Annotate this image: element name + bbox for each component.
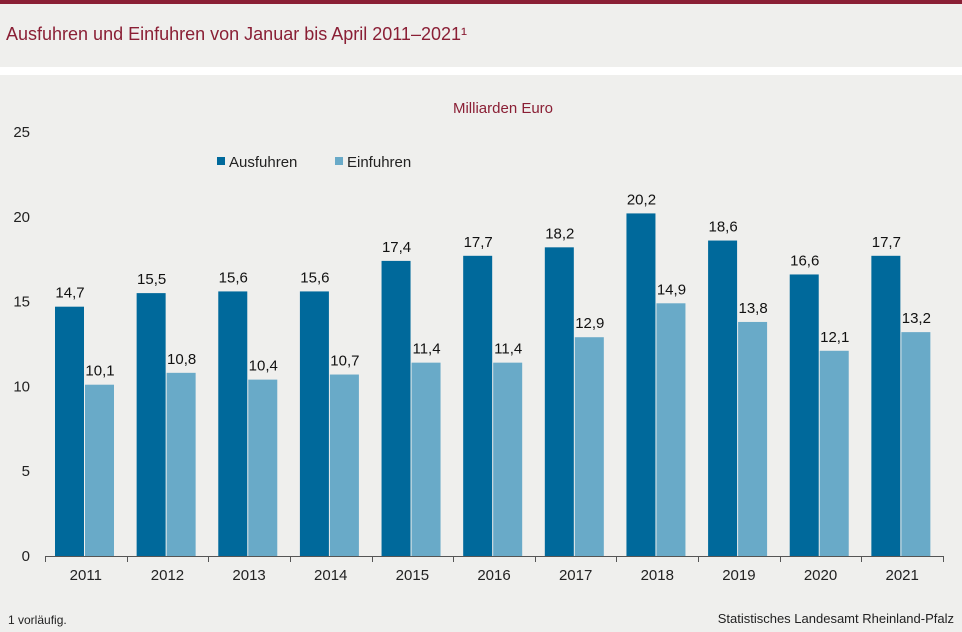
x-tick-label: 2016: [477, 567, 510, 584]
x-axis: 2011 2012 2013 2014 2015 2016 2017 2018 2019 2020…: [45, 556, 944, 584]
x-tick-label: 2013: [232, 567, 265, 584]
y-tick-label: 20: [13, 209, 30, 226]
y-tick-label: 0: [22, 548, 30, 565]
y-tick-label: 10: [13, 378, 30, 395]
bar-einfuhren-2012: [166, 372, 196, 556]
bar-einfuhren-2021: [901, 332, 931, 556]
bar-ausfuhren-2013: [218, 291, 248, 556]
data-label: 13,8: [738, 300, 767, 317]
x-tick-label: 2011: [70, 567, 102, 584]
data-label: 10,7: [330, 353, 359, 370]
data-label: 12,1: [820, 329, 849, 346]
bar-ausfuhren-2021: [871, 255, 901, 557]
header-divider: [0, 67, 962, 75]
data-label: 10,8: [167, 351, 196, 368]
bar-einfuhren-2018: [656, 303, 686, 556]
data-label: 11,4: [412, 341, 440, 358]
data-label: 18,2: [545, 225, 574, 242]
bar-einfuhren-2017: [574, 337, 604, 556]
data-label: 15,6: [300, 269, 329, 286]
data-label: 13,2: [902, 310, 931, 327]
legend-swatch-ausfuhren: [217, 157, 225, 165]
y-tick-label: 25: [13, 124, 30, 141]
bar-ausfuhren-2011: [55, 306, 84, 556]
data-label: 17,7: [464, 234, 493, 251]
data-label: 20,2: [627, 191, 656, 208]
top-accent-bar: [0, 0, 962, 4]
bar-chart: Milliarden Euro Ausfuhren Einfuhren 0 5 10 1…: [13, 100, 944, 584]
y-axis: 0 5 10 15 20 25: [13, 124, 30, 565]
data-label: 17,4: [382, 239, 411, 256]
bar-einfuhren-2014: [329, 374, 359, 556]
chart-title: Ausfuhren und Einfuhren von Januar bis A…: [6, 24, 467, 44]
data-label: 16,6: [790, 252, 819, 269]
legend: Ausfuhren Einfuhren: [217, 154, 411, 171]
x-tick-label: 2018: [641, 567, 674, 584]
data-label: 17,7: [872, 234, 901, 251]
x-tick-label: 2017: [559, 567, 592, 584]
x-tick-label: 2012: [151, 567, 184, 584]
data-label: 14,7: [55, 285, 84, 302]
x-tick-label: 2020: [804, 567, 837, 584]
bar-einfuhren-2015: [411, 362, 441, 556]
data-label: 10,1: [85, 363, 114, 380]
bar-einfuhren-2016: [493, 362, 523, 556]
bar-ausfuhren-2015: [381, 260, 411, 556]
x-tick-label: 2015: [396, 567, 429, 584]
bar-einfuhren-2011: [85, 384, 114, 556]
data-label: 10,4: [249, 358, 278, 375]
y-tick-label: 5: [22, 463, 30, 480]
legend-label-einfuhren: Einfuhren: [347, 154, 411, 171]
data-label: 15,6: [219, 269, 248, 286]
unit-label: Milliarden Euro: [453, 100, 553, 117]
x-tick-label: 2014: [314, 567, 347, 584]
bar-ausfuhren-2017: [544, 247, 574, 556]
legend-label-ausfuhren: Ausfuhren: [229, 154, 297, 171]
bar-ausfuhren-2018: [626, 213, 656, 556]
bars: 14,7 10,1 15,5 10,8 15,6 10,4 15,6 10,7 17,4 11,4…: [55, 191, 931, 557]
data-label: 18,6: [708, 219, 737, 236]
bar-ausfuhren-2014: [299, 291, 329, 556]
bar-einfuhren-2019: [738, 321, 768, 556]
bar-ausfuhren-2012: [136, 293, 166, 556]
legend-swatch-einfuhren: [335, 157, 343, 165]
bar-ausfuhren-2016: [463, 255, 493, 557]
bar-ausfuhren-2019: [708, 240, 738, 556]
data-label: 11,4: [494, 341, 522, 358]
source-note: Statistisches Landesamt Rheinland-Pfalz: [717, 611, 954, 626]
bar-einfuhren-2013: [248, 379, 278, 556]
footnote: 1 vorläufig.: [8, 613, 67, 627]
data-label: 15,5: [137, 271, 166, 288]
x-tick-label: 2019: [722, 567, 755, 584]
y-tick-label: 15: [13, 294, 30, 311]
x-tick-label: 2021: [885, 567, 918, 584]
bar-ausfuhren-2020: [789, 274, 819, 556]
bar-einfuhren-2020: [819, 350, 849, 556]
data-label: 14,9: [657, 281, 686, 298]
data-label: 12,9: [575, 315, 604, 332]
